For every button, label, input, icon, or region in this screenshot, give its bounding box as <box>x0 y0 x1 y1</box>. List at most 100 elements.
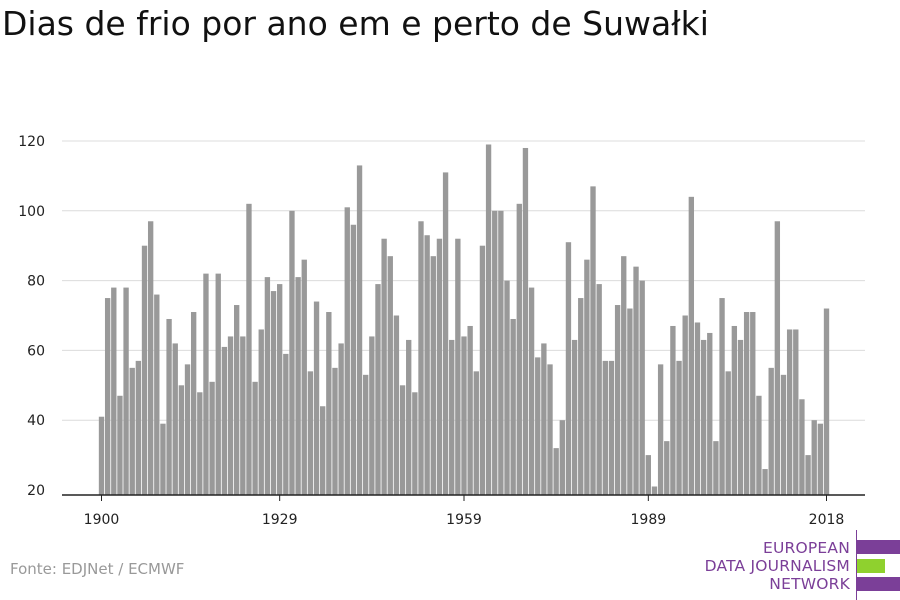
bar-1984 <box>614 305 621 495</box>
bar-1988 <box>639 280 645 495</box>
bar-1993 <box>670 325 676 495</box>
bar-1902 <box>111 287 117 495</box>
bar-1967 <box>510 318 516 495</box>
bar-1971 <box>535 357 541 495</box>
bar-1942 <box>356 165 363 495</box>
bar-1957 <box>449 339 455 495</box>
bar-2014 <box>799 399 805 495</box>
bar-1914 <box>184 364 191 495</box>
bar-1926 <box>258 329 264 495</box>
bar-chart: 20 40 60 80 100 120 1900 1929 1959 1989 2018 <box>18 134 865 528</box>
bar-1989 <box>645 455 651 495</box>
bar-1999 <box>707 332 713 495</box>
bars <box>98 144 830 496</box>
bar-1941 <box>350 224 357 495</box>
y-tick-label: 100 <box>18 204 45 220</box>
bar-1996 <box>688 196 695 495</box>
bar-1936 <box>320 406 326 495</box>
bar-1990 <box>651 486 658 495</box>
bar-1982 <box>602 360 608 495</box>
bar-1906 <box>135 360 142 495</box>
bar-2002 <box>725 371 731 495</box>
bar-2018 <box>823 308 830 495</box>
bar-1928 <box>270 291 277 495</box>
bar-1924 <box>246 203 252 495</box>
bar-1904 <box>123 287 129 495</box>
y-tick-label: 40 <box>27 413 45 429</box>
bar-1972 <box>541 343 547 495</box>
bar-1934 <box>307 371 314 495</box>
bar-1917 <box>203 273 209 495</box>
y-tick-label: 60 <box>27 343 45 359</box>
bar-1986 <box>627 308 633 495</box>
bar-1994 <box>676 360 682 495</box>
logo-line-2: DATA JOURNALISM <box>704 557 850 575</box>
chart-title: Dias de frio por ano em e perto de Suwał… <box>2 4 709 43</box>
bar-1908 <box>147 221 154 495</box>
bar-1965 <box>498 210 504 496</box>
bar-1985 <box>621 256 627 495</box>
bar-1903 <box>117 395 123 495</box>
bar-1960 <box>467 325 473 495</box>
bar-1913 <box>178 385 185 495</box>
bar-1992 <box>664 441 670 495</box>
bar-1919 <box>215 273 221 495</box>
y-tick-label: 120 <box>18 134 45 150</box>
bar-2017 <box>817 423 824 495</box>
x-tick-label: 2018 <box>809 512 845 528</box>
bar-1931 <box>289 210 295 496</box>
bar-1964 <box>492 210 498 496</box>
bar-2008 <box>762 469 768 495</box>
bar-1959 <box>461 336 467 495</box>
bar-1929 <box>277 284 283 495</box>
bar-1925 <box>252 381 258 495</box>
bar-1970 <box>528 287 535 495</box>
bar-1900 <box>98 416 105 495</box>
bar-1973 <box>547 364 553 495</box>
bar-1920 <box>221 346 228 495</box>
bar-2009 <box>768 367 774 495</box>
bar-1943 <box>363 374 369 495</box>
bar-2011 <box>780 374 787 495</box>
bar-1901 <box>104 298 111 495</box>
bar-1910 <box>160 423 166 495</box>
logo-divider <box>856 530 857 600</box>
bar-1966 <box>504 280 510 495</box>
bar-1948 <box>393 315 400 495</box>
bar-1911 <box>166 318 172 495</box>
bar-1969 <box>522 147 529 496</box>
bar-1945 <box>375 284 381 495</box>
x-tick-label: 1929 <box>262 512 298 528</box>
bar-1909 <box>154 294 160 495</box>
x-tick-label: 1989 <box>631 512 667 528</box>
bar-1998 <box>700 339 707 495</box>
bar-1950 <box>406 339 412 495</box>
logo-line-3: NETWORK <box>769 575 850 593</box>
bar-1979 <box>584 259 590 495</box>
bar-1923 <box>240 336 246 495</box>
bar-1947 <box>387 256 393 495</box>
bar-2013 <box>793 329 799 495</box>
bar-2000 <box>713 441 719 495</box>
bar-1937 <box>326 312 332 495</box>
bar-1956 <box>442 172 449 495</box>
bar-1983 <box>608 360 615 495</box>
bar-1932 <box>295 277 301 495</box>
bar-1927 <box>264 277 271 495</box>
bar-1958 <box>455 238 461 495</box>
logo-line-1: EUROPEAN <box>762 539 850 557</box>
logo-bar-1 <box>857 540 900 554</box>
bar-2007 <box>756 395 762 495</box>
bar-1940 <box>344 207 350 495</box>
logo-bar-3 <box>857 577 900 591</box>
bar-1905 <box>129 367 135 495</box>
bar-1916 <box>197 392 203 495</box>
bar-1921 <box>227 336 234 495</box>
bar-2015 <box>805 455 811 495</box>
bar-1997 <box>694 322 701 495</box>
bar-1946 <box>381 238 387 495</box>
bar-1918 <box>209 381 215 495</box>
bar-1944 <box>369 336 375 495</box>
bar-2016 <box>811 420 817 495</box>
bar-2001 <box>719 298 725 495</box>
